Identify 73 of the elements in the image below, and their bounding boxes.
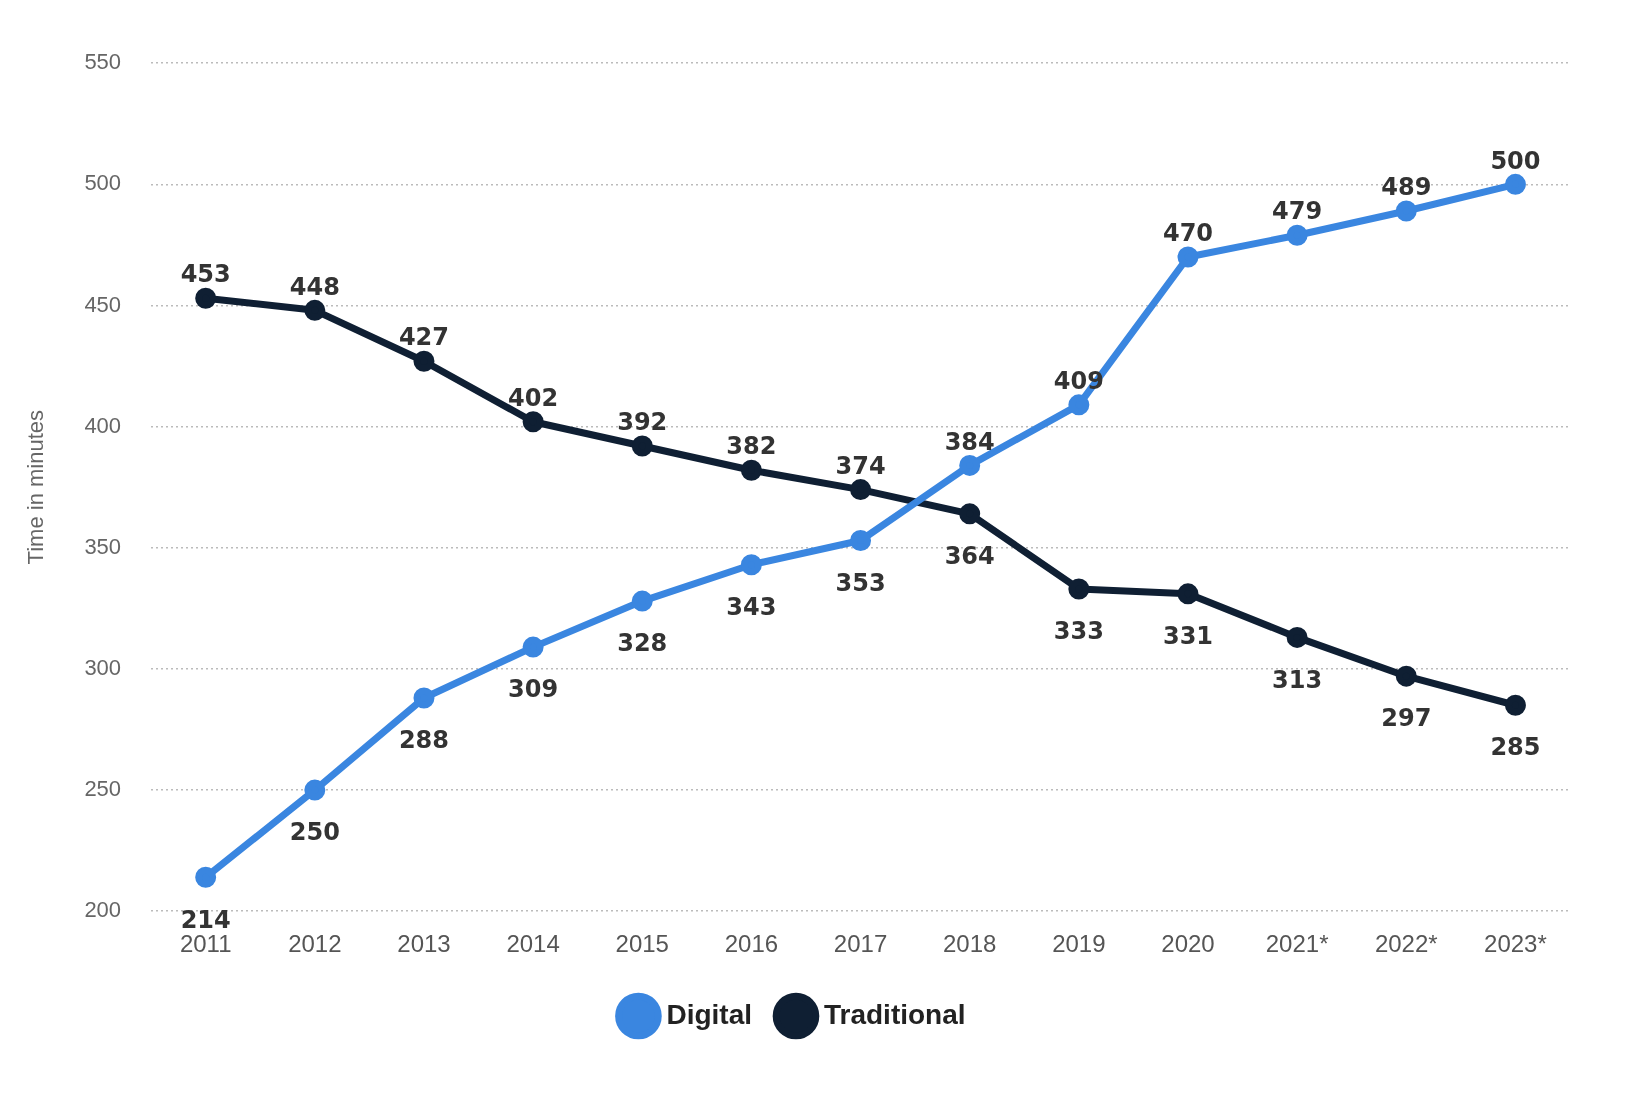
point — [959, 454, 981, 476]
y-tick-label: 350 — [84, 533, 122, 559]
data-label: 313 — [1272, 665, 1323, 694]
point — [631, 435, 653, 457]
point — [959, 503, 981, 525]
point — [1177, 246, 1199, 268]
data-label: 489 — [1381, 173, 1432, 202]
data-label: 500 — [1490, 146, 1541, 175]
y-tick-label: 400 — [84, 412, 122, 438]
point — [1395, 665, 1417, 687]
point — [1286, 224, 1308, 246]
y-axis-title: Time in minutes — [23, 409, 49, 565]
x-tick-label: 2018 — [943, 930, 997, 958]
x-tick-label: 2016 — [724, 930, 779, 958]
point — [195, 287, 217, 309]
point — [1504, 694, 1526, 716]
y-tick-label: 500 — [84, 170, 122, 196]
point — [631, 590, 653, 612]
data-label: 343 — [726, 592, 777, 621]
data-label: 288 — [398, 726, 450, 755]
data-label: 374 — [835, 451, 886, 480]
x-tick-label: 2012 — [288, 930, 342, 958]
point — [195, 866, 217, 888]
point — [740, 554, 762, 576]
legend-label: Traditional — [823, 998, 966, 1030]
y-tick-label: 300 — [84, 654, 122, 680]
point — [304, 299, 326, 321]
point — [1504, 173, 1526, 195]
data-label: 333 — [1053, 617, 1104, 646]
data-label: 382 — [726, 432, 777, 461]
data-label: 353 — [835, 568, 886, 597]
point — [850, 530, 872, 551]
point — [522, 411, 544, 433]
point — [850, 479, 872, 501]
x-tick-label: 2021* — [1265, 930, 1329, 958]
y-tick-label: 450 — [84, 291, 122, 317]
data-label: 427 — [398, 323, 450, 352]
data-label: 453 — [180, 260, 231, 289]
data-label: 328 — [617, 629, 668, 658]
x-tick-label: 2019 — [1052, 930, 1106, 958]
x-tick-label: 2023* — [1484, 930, 1547, 958]
data-label: 479 — [1272, 197, 1323, 226]
point — [413, 687, 435, 709]
data-label: 384 — [944, 427, 995, 456]
point — [1395, 200, 1417, 222]
point — [1068, 578, 1090, 600]
y-tick-label: 200 — [84, 897, 122, 923]
point — [1286, 626, 1308, 648]
x-tick-label: 2022* — [1374, 930, 1438, 958]
point — [1068, 394, 1090, 416]
y-tick-label: 550 — [84, 49, 122, 75]
x-tick-label: 2020 — [1161, 930, 1215, 958]
point — [1177, 583, 1199, 605]
point — [304, 779, 326, 801]
point — [740, 459, 762, 481]
data-label: 470 — [1162, 219, 1214, 248]
y-tick-label: 250 — [84, 776, 122, 802]
data-label: 309 — [508, 675, 559, 704]
x-tick-label: 2017 — [833, 930, 888, 958]
point — [413, 350, 435, 372]
data-label: 392 — [617, 408, 668, 437]
data-label: 250 — [289, 818, 340, 847]
x-tick-label: 2014 — [506, 930, 560, 958]
point — [522, 636, 544, 658]
data-label: 402 — [508, 384, 559, 413]
data-label: 331 — [1162, 622, 1214, 651]
x-tick-label: 2015 — [615, 930, 669, 958]
data-label: 297 — [1381, 704, 1432, 733]
legend-label: Digital — [666, 998, 752, 1030]
data-label: 448 — [289, 272, 340, 301]
x-tick-label: 2013 — [397, 930, 451, 958]
data-label: 285 — [1490, 733, 1541, 762]
data-label: 364 — [944, 542, 995, 571]
